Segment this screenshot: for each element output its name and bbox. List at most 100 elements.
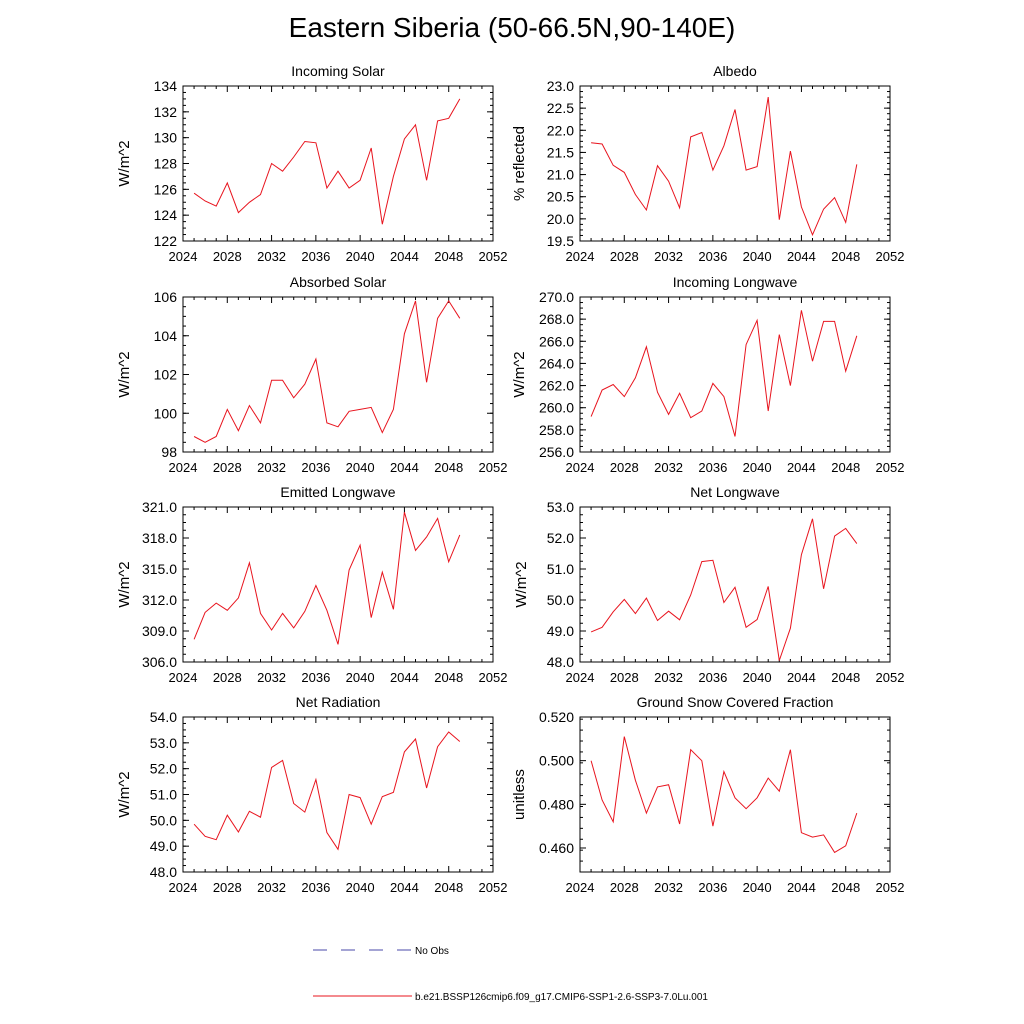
- y-tick-label: 52.0: [547, 530, 574, 546]
- y-tick-label: 306.0: [142, 654, 177, 670]
- y-tick-label: 20.0: [547, 211, 574, 227]
- x-tick-label: 2044: [390, 880, 419, 895]
- y-axis-label: W/m^2: [511, 351, 528, 397]
- y-tick-label: 126: [154, 181, 178, 197]
- y-tick-label: 315.0: [142, 561, 177, 577]
- x-tick-label: 2048: [831, 249, 860, 264]
- x-tick-label: 2044: [787, 460, 816, 475]
- y-tick-label: 54.0: [150, 709, 177, 725]
- x-tick-label: 2032: [654, 880, 683, 895]
- x-tick-label: 2032: [654, 249, 683, 264]
- series-line: [193, 731, 461, 851]
- y-axis-label: W/m^2: [116, 771, 133, 817]
- x-tick-label: 2052: [479, 460, 508, 475]
- x-tick-label: 2052: [479, 670, 508, 685]
- x-tick-label: 2048: [434, 880, 463, 895]
- chart-incoming-solar: 2024 2028 2032 2036 2040 2044 2048 2052 122 124 12…: [116, 63, 507, 264]
- y-tick-label: 22.0: [547, 122, 574, 138]
- x-tick-label: 2036: [698, 880, 727, 895]
- page-title: Eastern Siberia (50-66.5N,90-140E): [288, 12, 736, 43]
- x-tick-label: 2028: [213, 249, 242, 264]
- x-tick-label: 2028: [610, 880, 639, 895]
- y-tick-label: 51.0: [547, 561, 574, 577]
- y-tick-label: 52.0: [150, 761, 177, 777]
- chart-title: Ground Snow Covered Fraction: [637, 694, 834, 710]
- y-axis-label: % reflected: [511, 126, 528, 201]
- y-tick-label: 321.0: [142, 499, 177, 515]
- x-tick-label: 2036: [301, 670, 330, 685]
- x-tick-label: 2024: [566, 880, 595, 895]
- series-line: [590, 310, 858, 437]
- y-tick-label: 0.460: [539, 840, 574, 856]
- chart-net-radiation: 2024 2028 2032 2036 2040 2044 2048 2052 48.0 49.0…: [116, 694, 507, 895]
- x-tick-label: 2028: [213, 670, 242, 685]
- x-tick-label: 2044: [390, 460, 419, 475]
- x-tick-label: 2048: [434, 670, 463, 685]
- y-tick-label: 124: [154, 207, 178, 223]
- x-tick-label: 2024: [566, 670, 595, 685]
- x-tick-label: 2052: [876, 460, 905, 475]
- y-axis-label: W/m^2: [116, 351, 133, 397]
- x-tick-label: 2048: [434, 249, 463, 264]
- x-tick-label: 2044: [390, 670, 419, 685]
- y-tick-label: 0.480: [539, 796, 574, 812]
- y-axis-label: W/m^2: [116, 140, 133, 186]
- y-tick-label: 21.5: [547, 144, 574, 160]
- x-tick-label: 2040: [743, 460, 772, 475]
- x-tick-label: 2028: [610, 460, 639, 475]
- x-tick-label: 2048: [434, 460, 463, 475]
- x-tick-label: 2028: [610, 249, 639, 264]
- x-tick-label: 2024: [169, 880, 198, 895]
- chart-title: Net Radiation: [296, 694, 381, 710]
- y-tick-label: 50.0: [547, 592, 574, 608]
- x-tick-label: 2052: [479, 249, 508, 264]
- legend-model-label: b.e21.BSSP126cmip6.f09_g17.CMIP6-SSP1-2.…: [415, 992, 708, 1003]
- y-axis-label: W/m^2: [116, 561, 133, 607]
- x-tick-label: 2032: [654, 460, 683, 475]
- y-tick-label: 258.0: [539, 422, 574, 438]
- chart-title: Incoming Longwave: [673, 274, 798, 290]
- x-tick-label: 2028: [213, 880, 242, 895]
- x-tick-label: 2024: [566, 249, 595, 264]
- x-tick-label: 2032: [257, 880, 286, 895]
- y-tick-label: 132: [154, 104, 178, 120]
- y-tick-label: 53.0: [547, 499, 574, 515]
- y-tick-label: 53.0: [150, 735, 177, 751]
- x-tick-label: 2048: [831, 460, 860, 475]
- x-tick-label: 2028: [213, 460, 242, 475]
- x-tick-label: 2044: [390, 249, 419, 264]
- x-tick-label: 2040: [346, 460, 375, 475]
- y-tick-label: 128: [154, 156, 178, 172]
- series-line: [590, 518, 858, 661]
- x-tick-label: 2036: [301, 460, 330, 475]
- y-tick-label: 49.0: [150, 838, 177, 854]
- x-tick-label: 2036: [698, 670, 727, 685]
- y-tick-label: 0.520: [539, 709, 574, 725]
- chart-absorbed-solar: 2024 2028 2032 2036 2040 2044 2048 2052 98 100 102…: [116, 274, 507, 475]
- x-tick-label: 2036: [698, 460, 727, 475]
- x-tick-label: 2044: [787, 880, 816, 895]
- x-tick-label: 2032: [257, 670, 286, 685]
- legend-obs-label: No Obs: [415, 946, 449, 957]
- y-tick-label: 48.0: [547, 654, 574, 670]
- y-tick-label: 104: [154, 328, 178, 344]
- chart-emitted-longwave: 2024 2028 2032 2036 2040 2044 2048 2052 306.0 309…: [116, 484, 507, 685]
- chart-net-longwave: 2024 2028 2032 2036 2040 2044 2048 2052 48.0 49.0…: [513, 484, 904, 685]
- x-tick-label: 2048: [831, 670, 860, 685]
- x-tick-label: 2028: [610, 670, 639, 685]
- x-tick-label: 2052: [479, 880, 508, 895]
- y-tick-label: 256.0: [539, 444, 574, 460]
- x-tick-label: 2024: [566, 460, 595, 475]
- chart-title: Absorbed Solar: [290, 274, 387, 290]
- y-tick-label: 102: [154, 367, 178, 383]
- x-tick-label: 2052: [876, 249, 905, 264]
- y-tick-label: 49.0: [547, 623, 574, 639]
- x-tick-label: 2040: [743, 670, 772, 685]
- y-tick-label: 100: [154, 405, 178, 421]
- x-tick-label: 2044: [787, 249, 816, 264]
- y-tick-label: 262.0: [539, 378, 574, 394]
- series-line: [590, 736, 858, 854]
- y-tick-label: 130: [154, 130, 178, 146]
- series-line: [193, 299, 461, 443]
